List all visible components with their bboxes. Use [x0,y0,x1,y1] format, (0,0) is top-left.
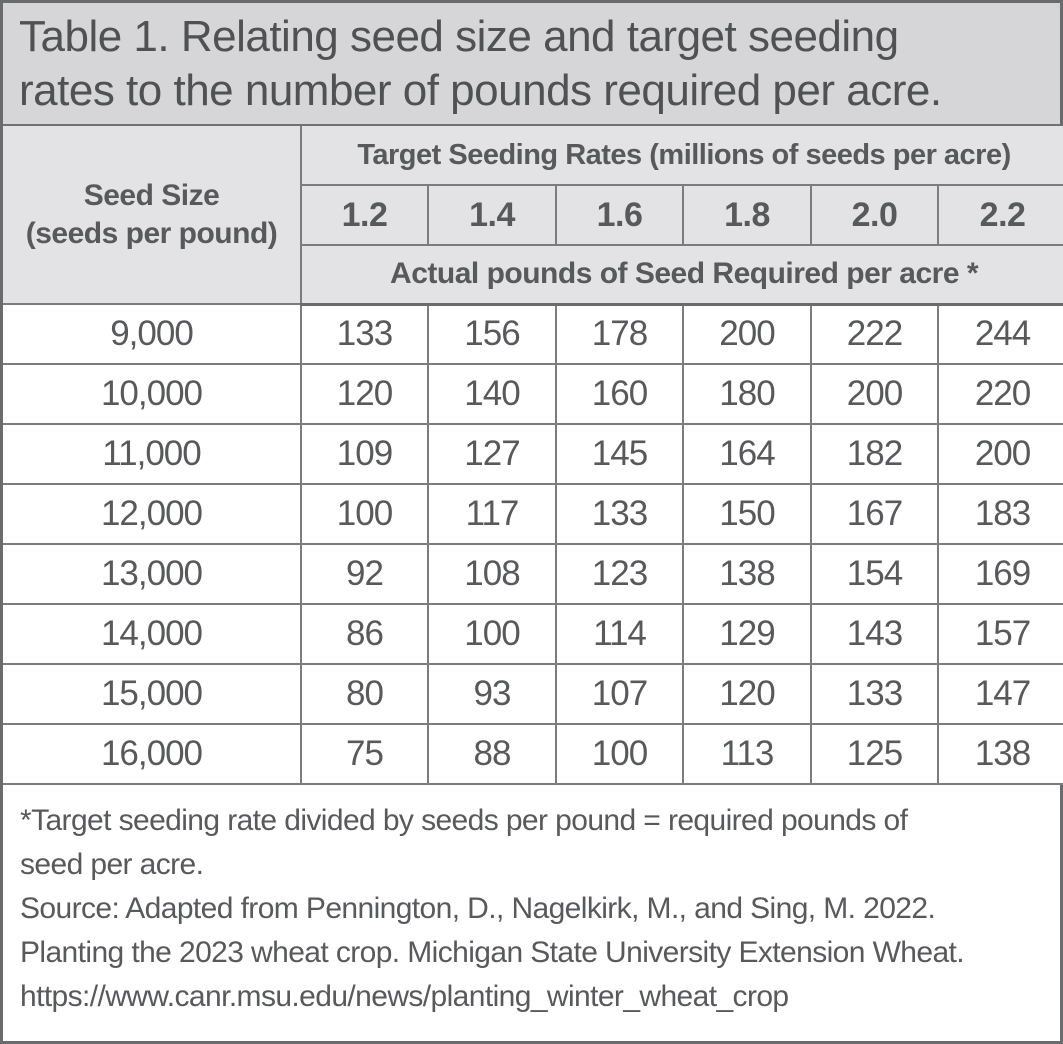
rate-column-header: 1.6 [555,184,684,246]
seeding-rates-table: Seed Size (seeds per pound) Target Seedi… [3,126,1063,785]
seed-size-cell: 9,000 [3,303,302,365]
actual-pounds-header: Actual pounds of Seed Required per acre … [301,244,1063,306]
pounds-cell: 129 [682,603,812,665]
pounds-cell: 244 [936,303,1063,365]
pounds-cell: 156 [427,303,557,365]
rate-column-header: 2.2 [936,184,1063,246]
seed-size-cell: 15,000 [3,663,302,725]
table-row: 16,000 75 88 100 113 125 138 [3,723,1063,785]
pounds-cell: 178 [555,303,684,365]
pounds-cell: 75 [300,723,429,785]
pounds-cell: 93 [427,663,557,725]
pounds-cell: 160 [555,363,684,425]
pounds-cell: 117 [427,483,557,545]
pounds-cell: 88 [427,723,557,785]
seed-size-cell: 11,000 [3,423,302,485]
header-row-rates: Seed Size (seeds per pound) Target Seedi… [3,126,1063,305]
pounds-cell: 169 [936,543,1063,605]
target-seeding-rates-header: Target Seeding Rates (millions of seeds … [299,126,1063,186]
table-title-line-1: Table 1. Relating seed size and target s… [19,12,899,61]
pounds-cell: 114 [555,603,684,665]
seed-size-column-header: Seed Size (seeds per pound) [3,126,302,305]
seed-size-cell: 13,000 [3,543,302,605]
table-row: 14,000 86 100 114 129 143 157 [3,603,1063,665]
rate-column-header: 1.8 [682,184,812,246]
pounds-cell: 92 [300,543,429,605]
table-row: 11,000 109 127 145 164 182 200 [3,423,1063,485]
pounds-cell: 200 [682,303,812,365]
pounds-cell: 220 [936,363,1063,425]
footnotes: *Target seeding rate divided by seeds pe… [3,785,1060,1041]
pounds-cell: 157 [936,603,1063,665]
pounds-cell: 183 [936,483,1063,545]
pounds-cell: 140 [427,363,557,425]
table-row: 12,000 100 117 133 150 167 183 [3,483,1063,545]
pounds-cell: 100 [300,483,429,545]
seed-size-cell: 12,000 [3,483,302,545]
pounds-cell: 200 [810,363,939,425]
pounds-cell: 164 [682,423,812,485]
pounds-cell: 143 [810,603,939,665]
table-row: 9,000 133 156 178 200 222 244 [3,303,1063,365]
pounds-cell: 127 [427,423,557,485]
table-title: Table 1. Relating seed size and target s… [3,3,1060,126]
pounds-cell: 167 [810,483,939,545]
pounds-cell: 200 [936,423,1063,485]
pounds-cell: 147 [936,663,1063,725]
footnote-line: *Target seeding rate divided by seeds pe… [20,804,908,837]
header-row-actual-pounds: Actual pounds of Seed Required per acre … [3,244,1063,306]
pounds-cell: 86 [300,603,429,665]
pounds-cell: 100 [555,723,684,785]
pounds-cell: 107 [555,663,684,725]
pounds-cell: 138 [682,543,812,605]
pounds-cell: 125 [810,723,939,785]
footnote-line: seed per acre. [20,848,204,881]
footnote-line: Planting the 2023 wheat crop. Michigan S… [20,936,965,969]
pounds-cell: 150 [682,483,812,545]
pounds-cell: 133 [300,303,429,365]
pounds-cell: 100 [427,603,557,665]
pounds-cell: 133 [555,483,684,545]
table-row: 13,000 92 108 123 138 154 169 [3,543,1063,605]
pounds-cell: 109 [300,423,429,485]
pounds-cell: 138 [936,723,1063,785]
rate-column-header: 1.2 [301,184,429,246]
rate-column-header: 1.4 [427,184,557,246]
footnote-line: https://www.canr.msu.edu/news/planting_w… [20,980,789,1013]
pounds-cell: 182 [810,423,939,485]
seed-size-cell: 10,000 [3,363,302,425]
pounds-cell: 145 [555,423,684,485]
seed-size-cell: 16,000 [3,723,302,785]
header-row-rate-values: 1.2 1.4 1.6 1.8 2.0 2.2 [3,184,1063,246]
pounds-cell: 123 [555,543,684,605]
pounds-cell: 222 [810,303,939,365]
pounds-cell: 154 [810,543,939,605]
rate-column-header: 2.0 [810,184,939,246]
footnote-line: Source: Adapted from Pennington, D., Nag… [20,892,936,925]
pounds-cell: 120 [682,663,812,725]
table-row: 15,000 80 93 107 120 133 147 [3,663,1063,725]
pounds-cell: 113 [682,723,812,785]
seed-size-cell: 14,000 [3,603,302,665]
pounds-cell: 180 [682,363,812,425]
table-title-line-2: rates to the number of pounds required p… [19,66,942,115]
pounds-cell: 120 [300,363,429,425]
table-row: 10,000 120 140 160 180 200 220 [3,363,1063,425]
pounds-cell: 108 [427,543,557,605]
pounds-cell: 133 [810,663,939,725]
pounds-cell: 80 [300,663,429,725]
